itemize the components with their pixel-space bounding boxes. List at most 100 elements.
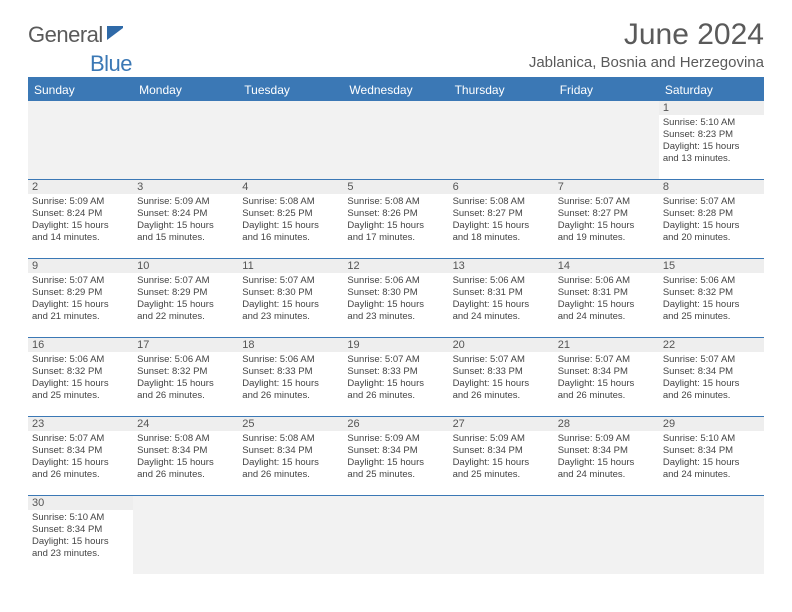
weekday-header: Friday <box>554 79 659 101</box>
sunrise-text: Sunrise: 5:10 AM <box>663 117 760 129</box>
day1-text: Daylight: 15 hours <box>663 378 760 390</box>
day1-text: Daylight: 15 hours <box>558 220 655 232</box>
sunset-text: Sunset: 8:33 PM <box>242 366 339 378</box>
day2-text: and 26 minutes. <box>663 390 760 402</box>
sunset-text: Sunset: 8:29 PM <box>32 287 129 299</box>
empty-day-cell <box>238 115 343 179</box>
day-number <box>343 101 448 115</box>
sunset-text: Sunset: 8:28 PM <box>663 208 760 220</box>
sunrise-text: Sunrise: 5:07 AM <box>558 196 655 208</box>
calendar-table: SundayMondayTuesdayWednesdayThursdayFrid… <box>28 77 764 574</box>
day1-text: Daylight: 15 hours <box>453 299 550 311</box>
sunset-text: Sunset: 8:31 PM <box>453 287 550 299</box>
empty-day-cell <box>659 510 764 574</box>
day-cell: Sunrise: 5:06 AMSunset: 8:32 PMDaylight:… <box>659 273 764 337</box>
day-cell: Sunrise: 5:06 AMSunset: 8:33 PMDaylight:… <box>238 352 343 416</box>
day2-text: and 19 minutes. <box>558 232 655 244</box>
sunrise-text: Sunrise: 5:07 AM <box>32 433 129 445</box>
day-number: 5 <box>343 180 448 194</box>
day-number: 29 <box>659 417 764 431</box>
day-cell: Sunrise: 5:06 AMSunset: 8:32 PMDaylight:… <box>28 352 133 416</box>
sunset-text: Sunset: 8:34 PM <box>32 524 129 536</box>
day-number <box>28 101 133 115</box>
sunrise-text: Sunrise: 5:06 AM <box>32 354 129 366</box>
day2-text: and 24 minutes. <box>453 311 550 323</box>
day-cell: Sunrise: 5:08 AMSunset: 8:34 PMDaylight:… <box>238 431 343 495</box>
day1-text: Daylight: 15 hours <box>32 299 129 311</box>
sunset-text: Sunset: 8:24 PM <box>32 208 129 220</box>
day-number: 10 <box>133 259 238 273</box>
week-row: Sunrise: 5:09 AMSunset: 8:24 PMDaylight:… <box>28 194 764 259</box>
day-number <box>238 496 343 510</box>
day-cell: Sunrise: 5:07 AMSunset: 8:34 PMDaylight:… <box>659 352 764 416</box>
day-number: 13 <box>449 259 554 273</box>
weekday-header: Sunday <box>28 79 133 101</box>
day-number: 4 <box>238 180 343 194</box>
day2-text: and 23 minutes. <box>347 311 444 323</box>
title-block: June 2024 Jablanica, Bosnia and Herzegov… <box>529 18 764 71</box>
sunset-text: Sunset: 8:34 PM <box>347 445 444 457</box>
week-row: Sunrise: 5:07 AMSunset: 8:34 PMDaylight:… <box>28 431 764 496</box>
empty-day-cell <box>554 115 659 179</box>
day-number: 7 <box>554 180 659 194</box>
sunrise-text: Sunrise: 5:06 AM <box>453 275 550 287</box>
day1-text: Daylight: 15 hours <box>558 378 655 390</box>
day-cell: Sunrise: 5:08 AMSunset: 8:25 PMDaylight:… <box>238 194 343 258</box>
day1-text: Daylight: 15 hours <box>137 378 234 390</box>
day-number: 9 <box>28 259 133 273</box>
day-number: 26 <box>343 417 448 431</box>
day-cell: Sunrise: 5:07 AMSunset: 8:29 PMDaylight:… <box>28 273 133 337</box>
day-cell: Sunrise: 5:10 AMSunset: 8:23 PMDaylight:… <box>659 115 764 179</box>
day2-text: and 26 minutes. <box>558 390 655 402</box>
empty-day-cell <box>343 510 448 574</box>
day2-text: and 26 minutes. <box>242 469 339 481</box>
day2-text: and 16 minutes. <box>242 232 339 244</box>
day-number: 23 <box>28 417 133 431</box>
sunset-text: Sunset: 8:29 PM <box>137 287 234 299</box>
weekday-header: Thursday <box>449 79 554 101</box>
day-cell: Sunrise: 5:10 AMSunset: 8:34 PMDaylight:… <box>659 431 764 495</box>
sunset-text: Sunset: 8:24 PM <box>137 208 234 220</box>
day-cell: Sunrise: 5:06 AMSunset: 8:31 PMDaylight:… <box>554 273 659 337</box>
day1-text: Daylight: 15 hours <box>347 378 444 390</box>
day2-text: and 22 minutes. <box>137 311 234 323</box>
day-number: 2 <box>28 180 133 194</box>
day-cell: Sunrise: 5:07 AMSunset: 8:34 PMDaylight:… <box>28 431 133 495</box>
day-number: 15 <box>659 259 764 273</box>
day1-text: Daylight: 15 hours <box>242 299 339 311</box>
day-number: 21 <box>554 338 659 352</box>
day2-text: and 15 minutes. <box>137 232 234 244</box>
day-number: 18 <box>238 338 343 352</box>
sunset-text: Sunset: 8:32 PM <box>32 366 129 378</box>
weekday-header-row: SundayMondayTuesdayWednesdayThursdayFrid… <box>28 79 764 101</box>
sunrise-text: Sunrise: 5:07 AM <box>663 196 760 208</box>
day1-text: Daylight: 15 hours <box>663 141 760 153</box>
day2-text: and 24 minutes. <box>663 469 760 481</box>
sunrise-text: Sunrise: 5:07 AM <box>558 354 655 366</box>
logo-word1: General <box>28 22 103 48</box>
sunset-text: Sunset: 8:23 PM <box>663 129 760 141</box>
day-number-row: 23242526272829 <box>28 417 764 431</box>
week-row: Sunrise: 5:06 AMSunset: 8:32 PM Daylight:… <box>28 352 764 417</box>
sunrise-text: Sunrise: 5:07 AM <box>242 275 339 287</box>
sunrise-text: Sunrise: 5:08 AM <box>137 433 234 445</box>
sunset-text: Sunset: 8:27 PM <box>558 208 655 220</box>
sunrise-text: Sunrise: 5:08 AM <box>242 433 339 445</box>
day2-text: and 26 minutes. <box>242 390 339 402</box>
logo: General <box>28 22 131 48</box>
day1-text: Daylight: 15 hours <box>242 220 339 232</box>
day-number: 11 <box>238 259 343 273</box>
sunrise-text: Sunrise: 5:06 AM <box>663 275 760 287</box>
day2-text: and 25 minutes. <box>663 311 760 323</box>
day-cell: Sunrise: 5:07 AMSunset: 8:28 PMDaylight:… <box>659 194 764 258</box>
day2-text: and 25 minutes. <box>32 390 129 402</box>
sunset-text: Sunset: 8:34 PM <box>32 445 129 457</box>
sunrise-text: Sunrise: 5:09 AM <box>347 433 444 445</box>
day-cell: Sunrise: 5:06 AMSunset: 8:31 PMDaylight:… <box>449 273 554 337</box>
week-row: Sunrise: 5:07 AMSunset: 8:29 PMDaylight:… <box>28 273 764 338</box>
sunrise-text: Sunrise: 5:10 AM <box>663 433 760 445</box>
sunrise-text: Sunrise: 5:10 AM <box>32 512 129 524</box>
day1-text: Daylight: 15 hours <box>558 457 655 469</box>
day-cell: Sunrise: 5:09 AMSunset: 8:34 PMDaylight:… <box>449 431 554 495</box>
empty-day-cell <box>449 115 554 179</box>
